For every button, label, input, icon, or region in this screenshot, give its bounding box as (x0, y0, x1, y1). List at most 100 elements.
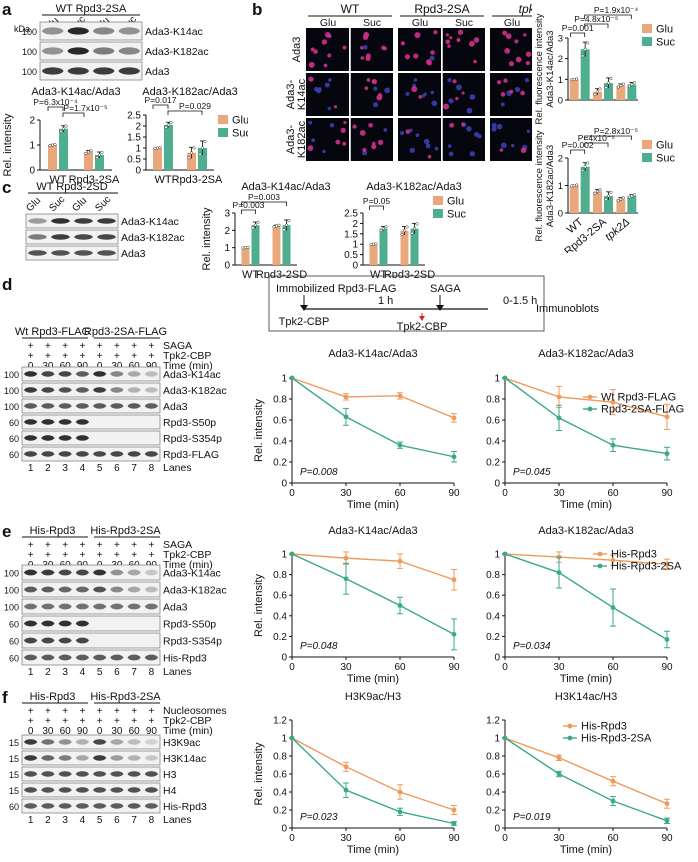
cell (363, 31, 370, 38)
legend-label: Wt Rpd3-FLAG (601, 392, 676, 404)
x-tick-label: 0 (502, 833, 508, 844)
plus-sign: + (114, 706, 120, 717)
kda-label: 60 (9, 418, 19, 428)
cell (491, 126, 497, 132)
p-value: P=2.8x10⁻⁵ (594, 128, 638, 136)
significance-bracket (241, 201, 287, 206)
bar (569, 185, 579, 213)
cell (461, 91, 465, 95)
sub-column-label: Glu (320, 17, 337, 29)
series-line (291, 553, 455, 635)
x-tick-label: 60 (607, 488, 619, 499)
cell (502, 30, 508, 36)
cell (409, 147, 415, 153)
blot-strip (39, 21, 143, 41)
panel-f: f His-Rpd3 His-Rpd3-2SA + + + + + + + + Nucleosome… (0, 688, 698, 862)
legend-marker (587, 394, 593, 400)
data-point (189, 151, 194, 155)
lanes-label: Lanes (163, 666, 192, 678)
legend-swatch (433, 196, 443, 205)
x-tick-label: 90 (448, 833, 460, 844)
cell (413, 78, 418, 82)
plus-sign: + (28, 706, 34, 717)
band-label: Ada3-K182ac (121, 232, 185, 244)
panel-c: c WT Rpd3-2SD Glu Suc Glu Suc Ada3-K14ac Ada3-… (0, 178, 530, 278)
plus-sign: + (28, 550, 34, 561)
bar (369, 244, 378, 265)
blot-band (75, 403, 89, 409)
cell (434, 146, 439, 151)
data-point (277, 223, 281, 227)
strain-label: Rpd3-2SA-FLAG (84, 326, 167, 338)
cell (524, 78, 530, 83)
sub-column-label: Suc (455, 17, 473, 29)
data-point (502, 735, 508, 741)
bar-chart-a2: 00.511.522.5 Ada3-K182ac/Ada3 WT Rpd3-2SA P=… (127, 86, 248, 186)
y-tick-label: 0 (494, 824, 500, 835)
arrow-head (419, 316, 425, 321)
band-label: Ada3-K182ac (163, 385, 227, 397)
category-label: Rpd3-2SA (172, 174, 223, 186)
data-point (397, 393, 403, 399)
blot-band (144, 451, 158, 457)
cell (333, 105, 338, 109)
cell (514, 86, 521, 93)
x-tick-label: 30 (340, 833, 352, 844)
cell (323, 63, 328, 68)
bar (593, 191, 602, 213)
blot-band (144, 586, 158, 593)
cell (364, 86, 369, 91)
p-value: P=0.029 (179, 101, 211, 111)
band-label: Ada3 (163, 602, 188, 614)
row-label: Ada3- (285, 124, 297, 154)
line-chart-f2: 0 0.2 0.4 0.6 0.8 1 1.2 0 30 60 90 Time (min) H3K14a… (486, 691, 673, 856)
lane-number: 4 (80, 463, 86, 474)
time-label: 90 (77, 726, 89, 737)
strain-label: His-Rpd3 (30, 691, 76, 703)
p-value: P=0.017 (145, 95, 177, 105)
data-point (451, 821, 457, 826)
lane-number: 1 (28, 463, 34, 474)
data-point (593, 92, 597, 97)
data-point (397, 789, 403, 795)
band-label: Ada3-K182ac (163, 585, 227, 597)
data-point (402, 229, 407, 233)
category-label: WT (154, 174, 171, 186)
lane-number: 2 (45, 667, 51, 678)
legend-label: Glu (656, 140, 673, 152)
blot-strip (21, 382, 161, 398)
bar-chart-a1: 0 1 2 Ada3-K14ac/Ada3 Rel. intensity WT Rpd3-2… (2, 86, 120, 186)
data-point (609, 190, 613, 194)
blot-strip (21, 446, 161, 462)
blot-band (110, 586, 124, 593)
plus-sign: + (148, 540, 154, 551)
lane-label: Suc (93, 194, 113, 214)
bar (580, 166, 590, 213)
blot-band (58, 451, 72, 457)
y-tick-label: 0 (135, 166, 141, 177)
data-point (397, 809, 403, 815)
blot-band (127, 654, 141, 661)
data-point (556, 771, 562, 777)
blot-band (67, 67, 89, 75)
bar (410, 228, 419, 265)
plus-sign: + (148, 716, 154, 727)
lane-number: 8 (149, 667, 155, 678)
blot-band (97, 234, 116, 240)
y-tick-label: 0.4 (486, 611, 500, 622)
blot-band (24, 620, 38, 627)
x-tick-label: 60 (607, 662, 619, 673)
column-group-label: WT (341, 2, 360, 16)
cell (342, 141, 347, 146)
blot-strip (21, 398, 161, 414)
y-tick-label: 0.5 (127, 155, 141, 166)
cell (404, 54, 410, 60)
cell (308, 120, 313, 125)
data-point (164, 125, 168, 129)
data-point (169, 120, 173, 125)
cell (520, 147, 527, 154)
cell (448, 98, 454, 104)
data-point (627, 84, 631, 88)
